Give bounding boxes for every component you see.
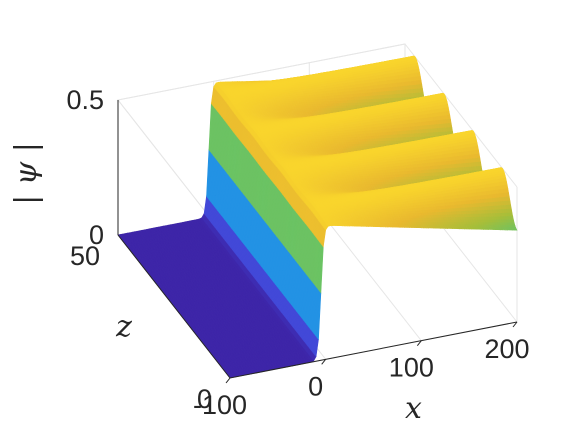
surface-patch — [419, 80, 422, 84]
surface — [118, 56, 517, 378]
surface-patch — [417, 73, 420, 77]
surface-patch — [418, 76, 421, 80]
surface-patch — [419, 84, 422, 88]
surface-patch — [421, 93, 424, 97]
surface-patch — [420, 89, 423, 93]
